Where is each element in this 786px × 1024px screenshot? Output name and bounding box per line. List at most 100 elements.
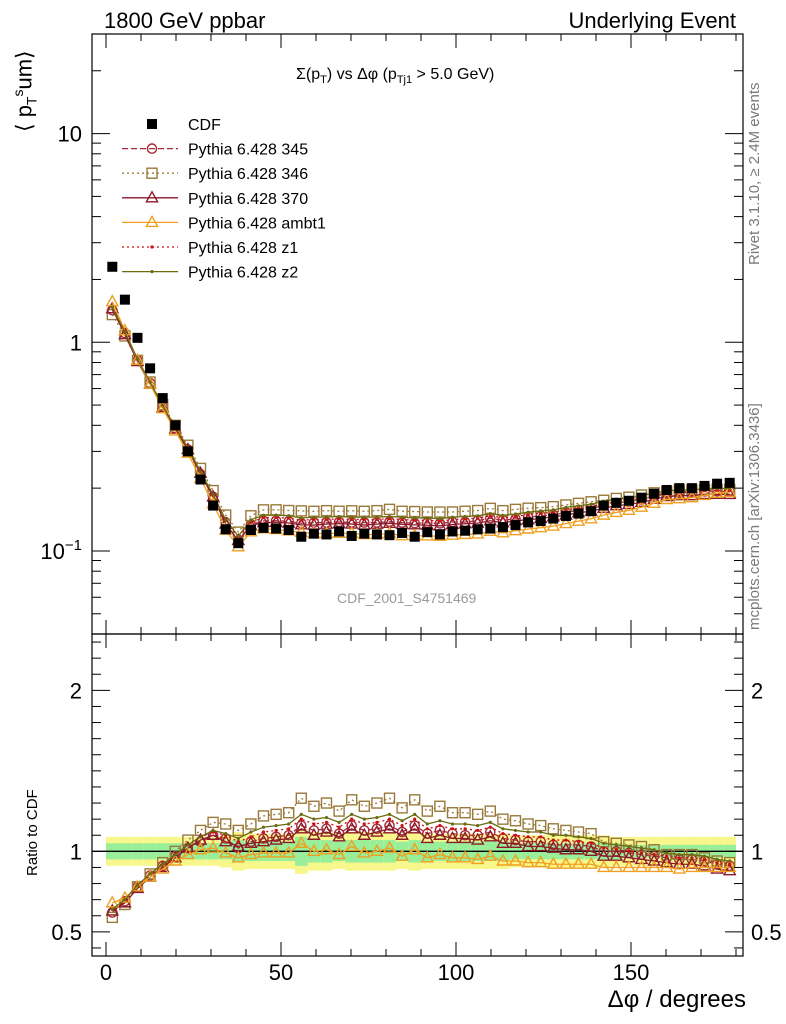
data-point: [483, 829, 498, 842]
data-point: [296, 531, 307, 542]
data-point: [649, 488, 660, 499]
series-pythia-6-428-345: [107, 304, 736, 547]
data-point: [287, 514, 291, 518]
data-point: [571, 513, 586, 526]
data-point: [425, 516, 429, 520]
series-line: [111, 818, 730, 910]
data-point: [685, 488, 699, 501]
data-point: [573, 508, 584, 519]
ratio-panel-series: [92, 792, 743, 924]
y-tick-label: 10: [58, 122, 82, 147]
legend-entry: Pythia 6.428 z2: [122, 265, 298, 282]
series-line: [111, 813, 730, 910]
data-point: [362, 817, 366, 821]
data-point: [320, 797, 333, 809]
ratio-tick-label-right: 1: [751, 839, 763, 864]
data-point: [105, 903, 120, 916]
data-point: [236, 840, 240, 844]
data-point: [472, 808, 484, 821]
data-point: [295, 792, 307, 804]
data-point: [358, 800, 370, 812]
data-point: [397, 527, 408, 538]
data-point: [539, 509, 543, 513]
data-point: [324, 815, 329, 820]
data-point: [697, 488, 712, 501]
data-point: [697, 860, 712, 873]
data-point: [659, 492, 674, 505]
data-point: [685, 856, 699, 869]
data-point: [236, 534, 240, 538]
data-point: [450, 517, 455, 522]
data-point: [476, 516, 480, 520]
legend-label: Pythia 6.428 ambt1: [188, 215, 326, 232]
data-point: [395, 827, 409, 840]
data-point: [161, 404, 165, 408]
data-point: [413, 817, 417, 821]
data-point: [324, 517, 329, 522]
data-point: [281, 845, 296, 858]
data-point: [564, 508, 568, 512]
data-point: [346, 820, 358, 831]
data-point: [551, 833, 555, 837]
data-point: [434, 800, 446, 812]
legend-marker: [146, 143, 158, 154]
data-point: [130, 352, 145, 366]
data-point: [110, 305, 114, 309]
data-point: [294, 821, 309, 834]
data-point: [665, 854, 669, 858]
data-point: [450, 515, 455, 519]
data-point: [445, 831, 460, 844]
data-point: [438, 517, 442, 521]
legend-entry: CDF: [147, 117, 221, 134]
data-point: [295, 505, 307, 517]
ratio-tick-label-left: 1: [70, 839, 82, 864]
data-point: [375, 815, 379, 820]
data-point: [539, 830, 543, 834]
data-point: [533, 839, 548, 852]
data-point: [337, 517, 341, 521]
data-point: [409, 820, 421, 831]
data-point: [647, 495, 661, 508]
legend-entry: Pythia 6.428 345: [122, 142, 308, 159]
data-point: [186, 843, 190, 847]
legend-label: Pythia 6.428 z1: [188, 240, 298, 257]
y-tick-label: 10−1: [40, 537, 82, 564]
data-point: [220, 524, 231, 535]
data-point: [551, 838, 555, 842]
data-point: [211, 828, 215, 833]
data-point: [269, 845, 283, 858]
data-point: [155, 861, 170, 874]
data-point: [484, 805, 496, 817]
data-point: [513, 828, 518, 833]
legend-marker: [150, 245, 154, 249]
data-point: [261, 516, 266, 520]
data-point: [321, 823, 332, 835]
data-point: [476, 823, 480, 828]
data-point: [308, 528, 319, 539]
data-point: [497, 522, 508, 533]
data-point: [728, 862, 732, 866]
data-point: [636, 492, 647, 503]
data-point: [715, 857, 719, 862]
series-pythia-6-428-ambt1: [105, 294, 737, 552]
legend: CDF Pythia 6.428 345 Pythia 6.428 346 Pythi…: [122, 117, 326, 282]
data-point: [584, 511, 598, 524]
x-tick-label: 50: [269, 960, 293, 985]
data-point: [586, 506, 597, 517]
data-point: [324, 820, 329, 824]
data-point: [715, 861, 719, 865]
data-point: [509, 815, 522, 827]
data-point: [206, 840, 220, 853]
data-point: [375, 517, 379, 522]
data-point: [170, 420, 181, 431]
ratio-frame: [91, 633, 744, 957]
data-point: [634, 499, 649, 512]
data-point: [433, 847, 447, 860]
ratio-tick-label-right: 2: [751, 678, 763, 703]
data-point: [130, 880, 145, 894]
data-point: [508, 835, 523, 848]
legend-entry: Pythia 6.428 z1: [122, 240, 298, 257]
data-point: [231, 850, 246, 863]
data-point: [686, 483, 697, 494]
data-point: [472, 524, 483, 535]
